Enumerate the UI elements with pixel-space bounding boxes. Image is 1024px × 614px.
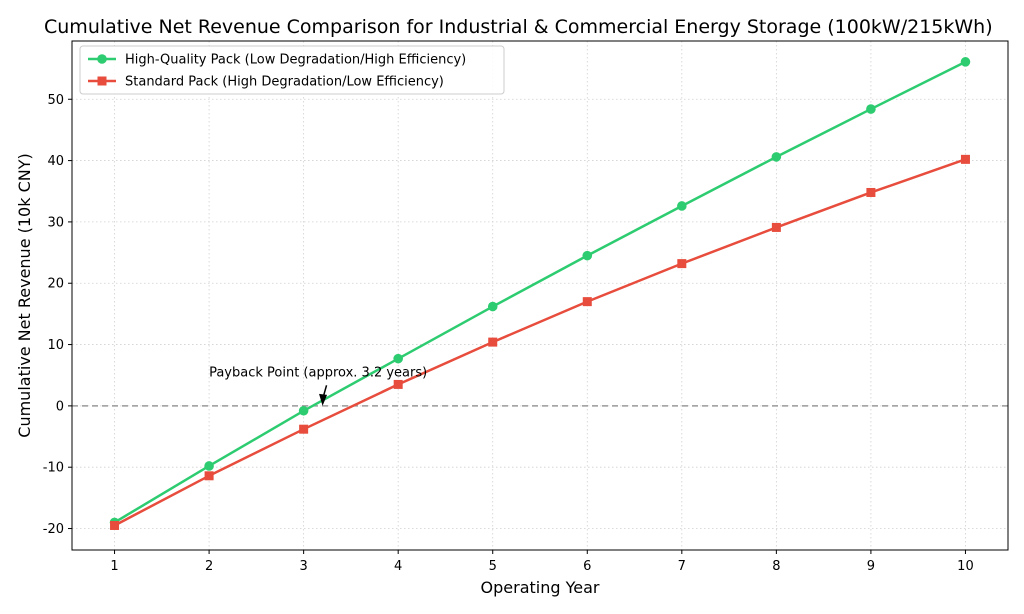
x-tick-label: 5 [489,559,497,574]
x-tick-label: 3 [299,559,307,574]
data-point [771,152,782,162]
series-layer [109,57,971,530]
legend-label: High-Quality Pack (Low Degradation/High … [125,53,466,68]
data-point [299,424,309,434]
data-point [960,154,970,164]
data-point [582,250,593,261]
legend-item-1: High-Quality Pack (Low Degradation/High … [88,53,466,68]
data-point [866,187,876,197]
legend-box [79,45,505,95]
y-tick-label: 40 [47,154,64,169]
y-tick-label: 20 [47,277,64,292]
legend-item-2: Standard Pack (High Degradation/Low Effi… [88,75,444,90]
x-tick-label: 7 [678,559,686,574]
data-point [487,301,498,312]
legend: High-Quality Pack (Low Degradation/High … [79,45,505,95]
y-tick-label: -10 [43,461,64,476]
chart-title: Cumulative Net Revenue Comparison for In… [44,16,993,38]
x-tick-label: 4 [394,559,402,574]
annotation-text: Payback Point (approx. 3.2 years) [209,365,427,380]
y-tick-label: 50 [47,93,64,108]
y-tick-label: -20 [43,522,64,537]
x-axis-label: Operating Year [481,578,600,597]
data-point [677,259,687,269]
data-point [488,337,498,347]
data-point [110,520,120,530]
x-tick-label: 9 [867,559,875,574]
x-tick-label: 1 [110,559,118,574]
x-tick-label: 6 [583,559,591,574]
legend-label: Standard Pack (High Degradation/Low Effi… [125,75,444,90]
data-point [204,471,214,481]
data-point [960,57,971,67]
y-tick-label: 0 [56,399,64,414]
series-1 [109,57,971,528]
y-tick-label: 30 [47,215,64,230]
x-tick-label: 10 [957,559,974,574]
axis-ticks: 1 2 3 4 5 6 7 8 9 10 -20 -10 0 10 20 30 40 50 [43,93,974,574]
data-point [677,201,687,211]
legend-marker [97,54,107,64]
grid [72,41,1008,550]
data-point [393,379,403,389]
annotation-arrow-head [319,393,328,406]
data-point [393,353,403,364]
series-line [113,158,966,527]
data-point [298,405,309,416]
legend-marker [97,76,107,86]
plot-frame [71,40,1009,551]
data-point [866,104,876,114]
x-tick-label: 8 [772,559,780,574]
annotation-arrow-shaft [322,385,328,397]
y-tick-label: 10 [47,338,64,353]
series-2 [110,154,970,530]
annotation: Payback Point (approx. 3.2 years) [209,365,427,406]
x-tick-label: 2 [205,559,213,574]
data-point [771,222,781,232]
data-point [582,297,592,307]
series-line [113,60,967,524]
y-axis-label: Cumulative Net Revenue (10k CNY) [15,153,34,437]
data-point [204,461,214,471]
